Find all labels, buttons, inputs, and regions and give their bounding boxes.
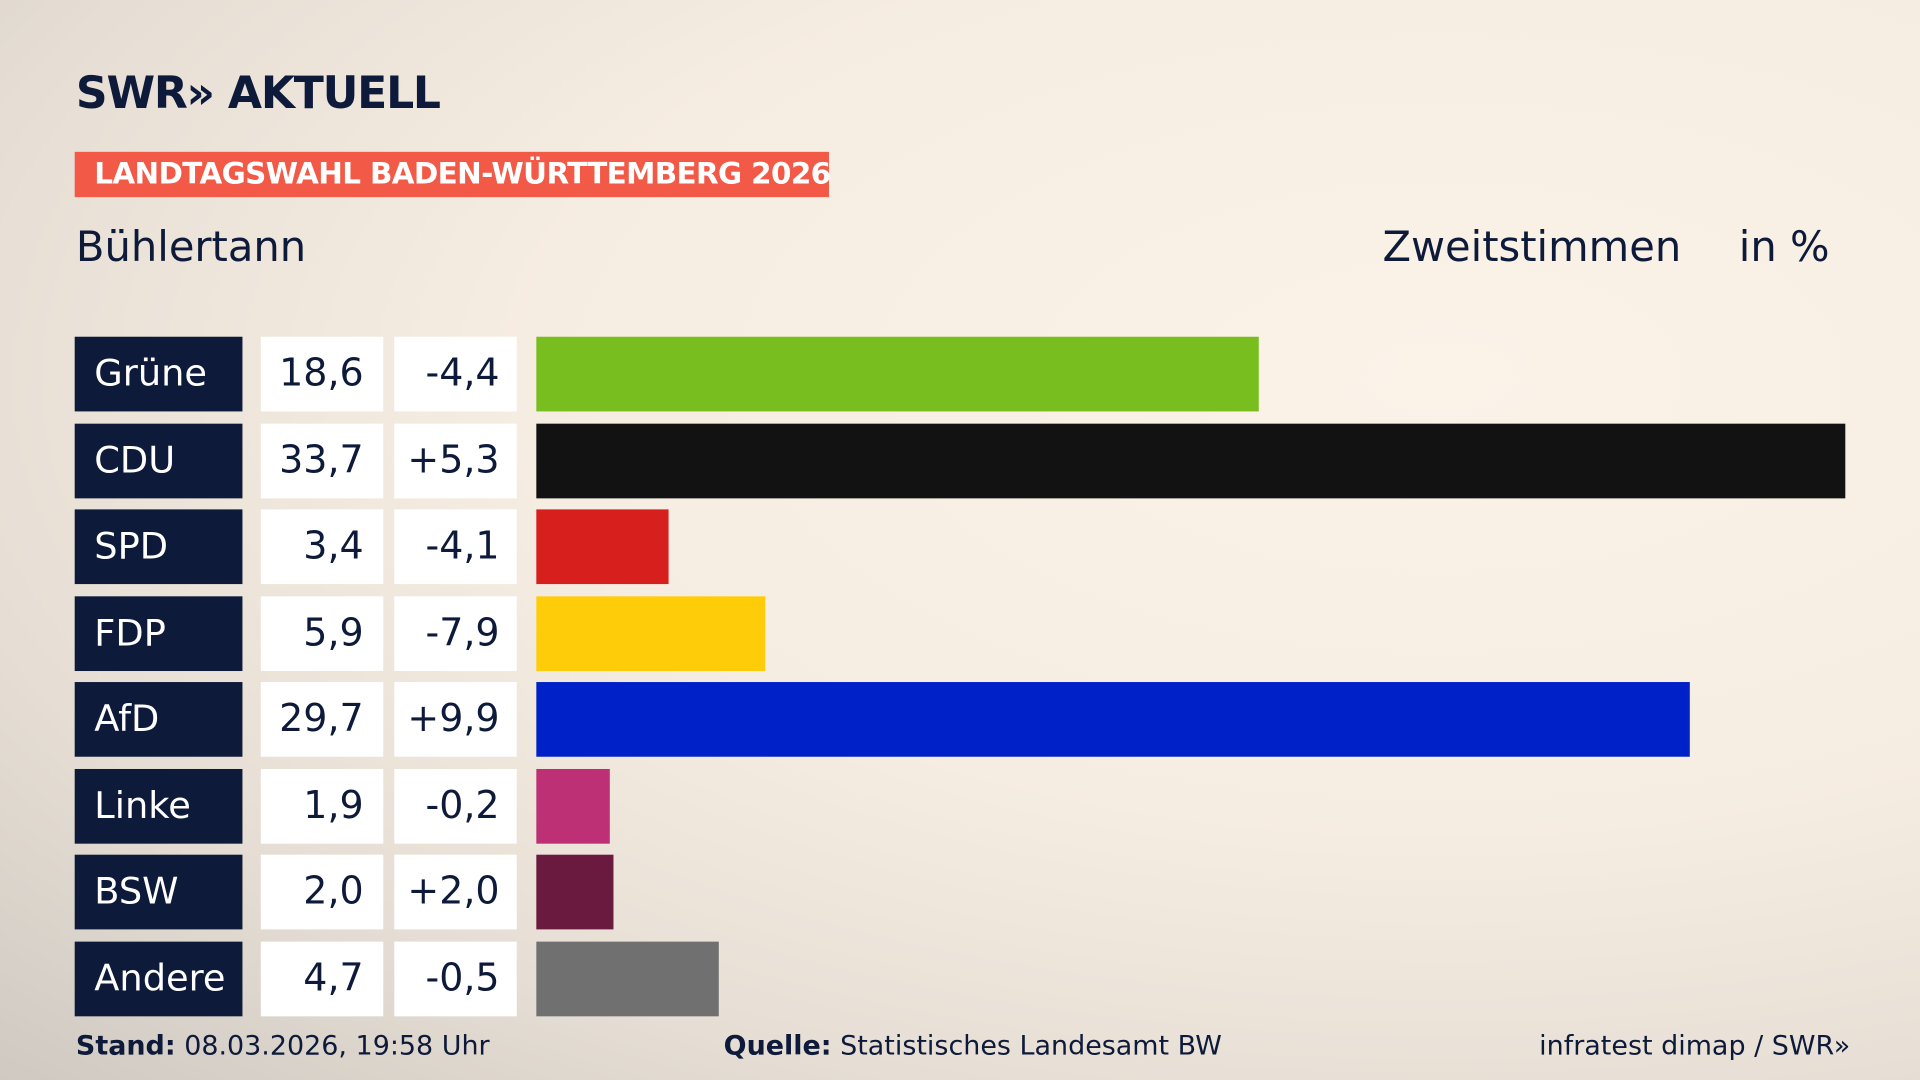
party-label: Andere (74, 941, 243, 1016)
diff-label: +2,0 (394, 854, 517, 930)
timestamp: Stand: 08.03.2026, 19:58 Uhr (76, 1031, 490, 1062)
party-label: SPD (74, 509, 243, 585)
diff-label: +9,9 (394, 682, 517, 757)
value-label: 18,6 (260, 336, 384, 412)
value-label: 1,9 (260, 768, 384, 844)
bar-bsw (536, 854, 615, 930)
diff-label: -4,1 (394, 509, 517, 585)
diff-label: +5,3 (394, 423, 517, 498)
value-label: 29,7 (260, 682, 384, 757)
party-label: BSW (74, 854, 243, 930)
source-value: Statistisches Landesamt BW (840, 1031, 1222, 1062)
bar-grüne (536, 336, 1259, 412)
party-label: CDU (74, 423, 243, 498)
source-label: Quelle: (723, 1031, 832, 1062)
swr-aktuell-logo: SWR» AKTUELL (75, 68, 441, 119)
election-banner: LANDTAGSWAHL BADEN-WÜRTTEMBERG 2026 (74, 151, 831, 198)
bar-spd (536, 509, 669, 585)
stand-label: Stand: (75, 1031, 176, 1062)
credit: infratest dimap / SWR» (1539, 1031, 1851, 1062)
stand-value: 08.03.2026, 19:58 Uhr (184, 1031, 490, 1062)
source: Quelle: Statistisches Landesamt BW (724, 1031, 1222, 1062)
unit-label: in % (1738, 222, 1830, 272)
value-label: 33,7 (260, 423, 384, 498)
diff-label: -4,4 (394, 336, 517, 412)
place-title: Bühlertann (75, 222, 307, 272)
value-label: 2,0 (260, 854, 384, 930)
bar-fdp (536, 595, 766, 671)
bar-andere (536, 941, 719, 1016)
party-label: Linke (74, 768, 243, 844)
bar-linke (536, 768, 611, 844)
metric-label: Zweitstimmen (1382, 222, 1682, 272)
diff-label: -0,5 (394, 941, 517, 1016)
diff-label: -0,2 (394, 768, 517, 844)
value-label: 4,7 (260, 941, 384, 1016)
value-label: 3,4 (260, 509, 384, 585)
diff-label: -7,9 (394, 595, 517, 671)
party-label: AfD (74, 682, 243, 757)
value-label: 5,9 (260, 595, 384, 671)
bar-afd (536, 682, 1690, 757)
party-label: FDP (74, 595, 243, 671)
bar-cdu (536, 423, 1846, 498)
party-label: Grüne (74, 336, 243, 412)
